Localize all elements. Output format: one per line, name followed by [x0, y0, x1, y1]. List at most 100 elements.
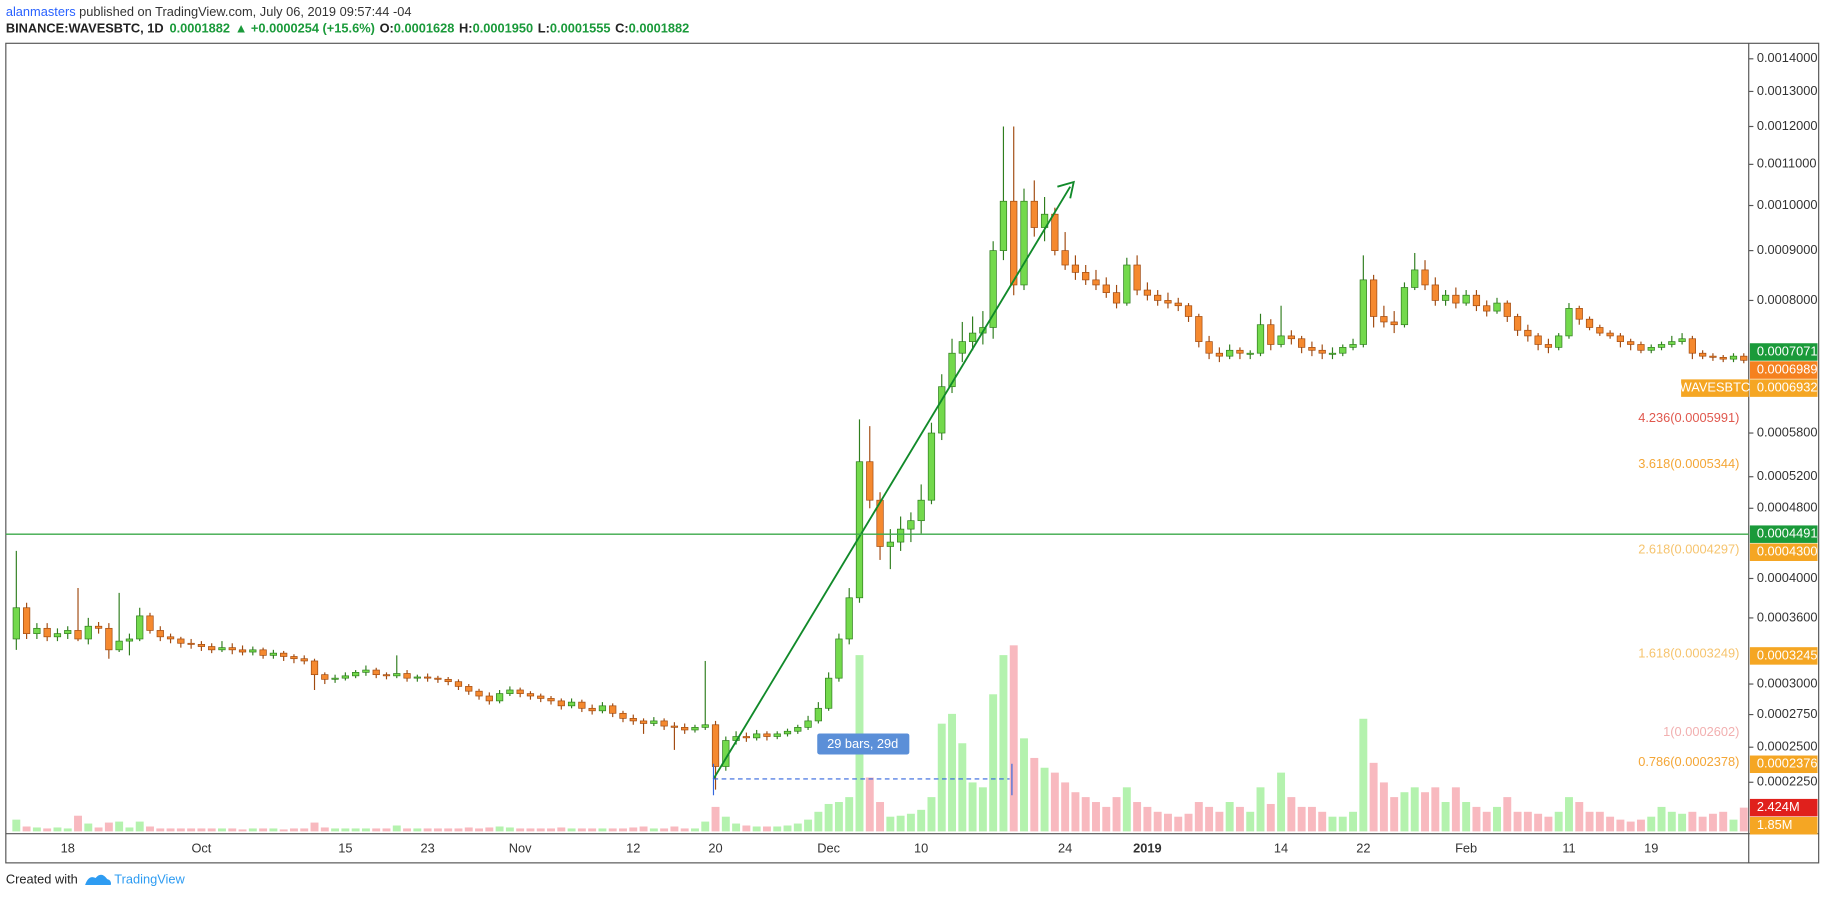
volume-bar — [1472, 806, 1481, 832]
candle-body — [1431, 284, 1439, 301]
volume-bar — [886, 816, 895, 832]
candle — [1246, 350, 1254, 360]
candle-body — [1030, 200, 1038, 228]
candle — [1236, 347, 1244, 360]
volume-bar — [834, 802, 843, 832]
price-tag-label: 0.0006932 — [1757, 380, 1818, 395]
candle — [105, 623, 113, 659]
volume-bar — [63, 828, 72, 832]
candle-body — [208, 646, 216, 651]
candle — [783, 728, 792, 737]
candle — [907, 512, 915, 543]
candle — [331, 674, 339, 683]
volume-bar — [1215, 811, 1224, 832]
candle-body — [1462, 294, 1470, 304]
candle-body — [1493, 302, 1501, 312]
candle-body — [547, 698, 555, 702]
candle — [465, 684, 473, 695]
volume-bar — [1544, 816, 1553, 832]
candle-body — [598, 705, 607, 712]
candle — [1524, 324, 1532, 342]
volume-bar — [1040, 767, 1049, 832]
footer-created: Created with — [6, 872, 78, 887]
o-key: O: — [380, 21, 394, 36]
candle-body — [701, 724, 709, 728]
candle-body — [1112, 292, 1121, 304]
candle-body — [783, 730, 792, 735]
volume-bar — [1092, 802, 1100, 832]
volume-bar — [896, 815, 905, 832]
volume-bar — [300, 828, 309, 832]
candle-body — [94, 625, 103, 629]
candle-body — [485, 695, 493, 702]
volume-bar — [1678, 813, 1687, 832]
candle — [424, 673, 432, 682]
candle — [125, 633, 134, 656]
candle — [1112, 284, 1121, 309]
candle — [855, 419, 864, 603]
candle-body — [773, 733, 781, 737]
volume-bar — [1009, 645, 1018, 832]
l-key: L: — [538, 21, 550, 36]
candle — [773, 731, 781, 740]
candle-body — [372, 669, 380, 676]
c: 0.0001882 — [629, 21, 690, 36]
fib-label: 4.236(0.0005991) — [1638, 410, 1739, 425]
candle-body — [1606, 332, 1614, 337]
candle — [156, 626, 164, 642]
candle-body — [1133, 264, 1141, 291]
volume-bar — [773, 826, 782, 832]
candle-body — [1596, 327, 1604, 334]
candle-body — [1627, 341, 1635, 345]
candle — [300, 655, 308, 665]
candle — [814, 702, 822, 724]
candle-body — [691, 727, 699, 731]
volume-bar — [1503, 797, 1512, 832]
o: 0.0001628 — [394, 21, 455, 36]
candle-body — [187, 642, 195, 645]
candle-body — [619, 712, 627, 719]
candle — [1483, 300, 1491, 317]
candle — [578, 699, 586, 713]
candle-body — [1575, 308, 1583, 320]
symbol-line: BINANCE:WAVESBTC, 1D 0.0001882 ▲ +0.000025… — [6, 21, 689, 36]
candle — [1226, 344, 1234, 360]
volume-bar — [1482, 811, 1491, 832]
candle — [1205, 335, 1213, 360]
x-tick-label: 12 — [626, 840, 640, 855]
candle — [1154, 290, 1162, 306]
candle — [804, 715, 812, 730]
candle-body — [1123, 264, 1131, 304]
volume-bar — [1205, 806, 1214, 832]
volume-bar — [958, 743, 967, 832]
candle — [485, 692, 493, 705]
candle-body — [886, 541, 894, 547]
candle — [701, 660, 709, 730]
candle-body — [1513, 316, 1522, 331]
author[interactable]: alanmasters — [6, 4, 76, 19]
volume-bar — [43, 828, 52, 832]
volume-bar — [1020, 738, 1028, 832]
candle — [650, 717, 658, 727]
y-tick-label: 0.0004800 — [1757, 500, 1818, 515]
y-tick-label: 0.0002750 — [1757, 706, 1818, 721]
candle — [1390, 311, 1398, 334]
h: 0.0001950 — [473, 21, 534, 36]
volume-bar — [1163, 813, 1172, 832]
candle-body — [1082, 272, 1090, 281]
y-tick-label: 0.0013000 — [1757, 83, 1818, 98]
candle-body — [1287, 335, 1295, 340]
candle-body — [1369, 279, 1378, 317]
candle — [886, 529, 894, 570]
candle — [1123, 257, 1131, 306]
candle-body — [1729, 355, 1738, 360]
candle-body — [1308, 347, 1316, 351]
x-tick-label: 24 — [1058, 840, 1072, 855]
footer-brand[interactable]: TradingView — [114, 872, 185, 887]
candle-body — [681, 727, 689, 731]
candle-body — [917, 499, 925, 522]
candle-body — [989, 250, 997, 328]
candle — [619, 710, 627, 723]
candle — [310, 658, 319, 690]
candle — [1380, 305, 1388, 328]
